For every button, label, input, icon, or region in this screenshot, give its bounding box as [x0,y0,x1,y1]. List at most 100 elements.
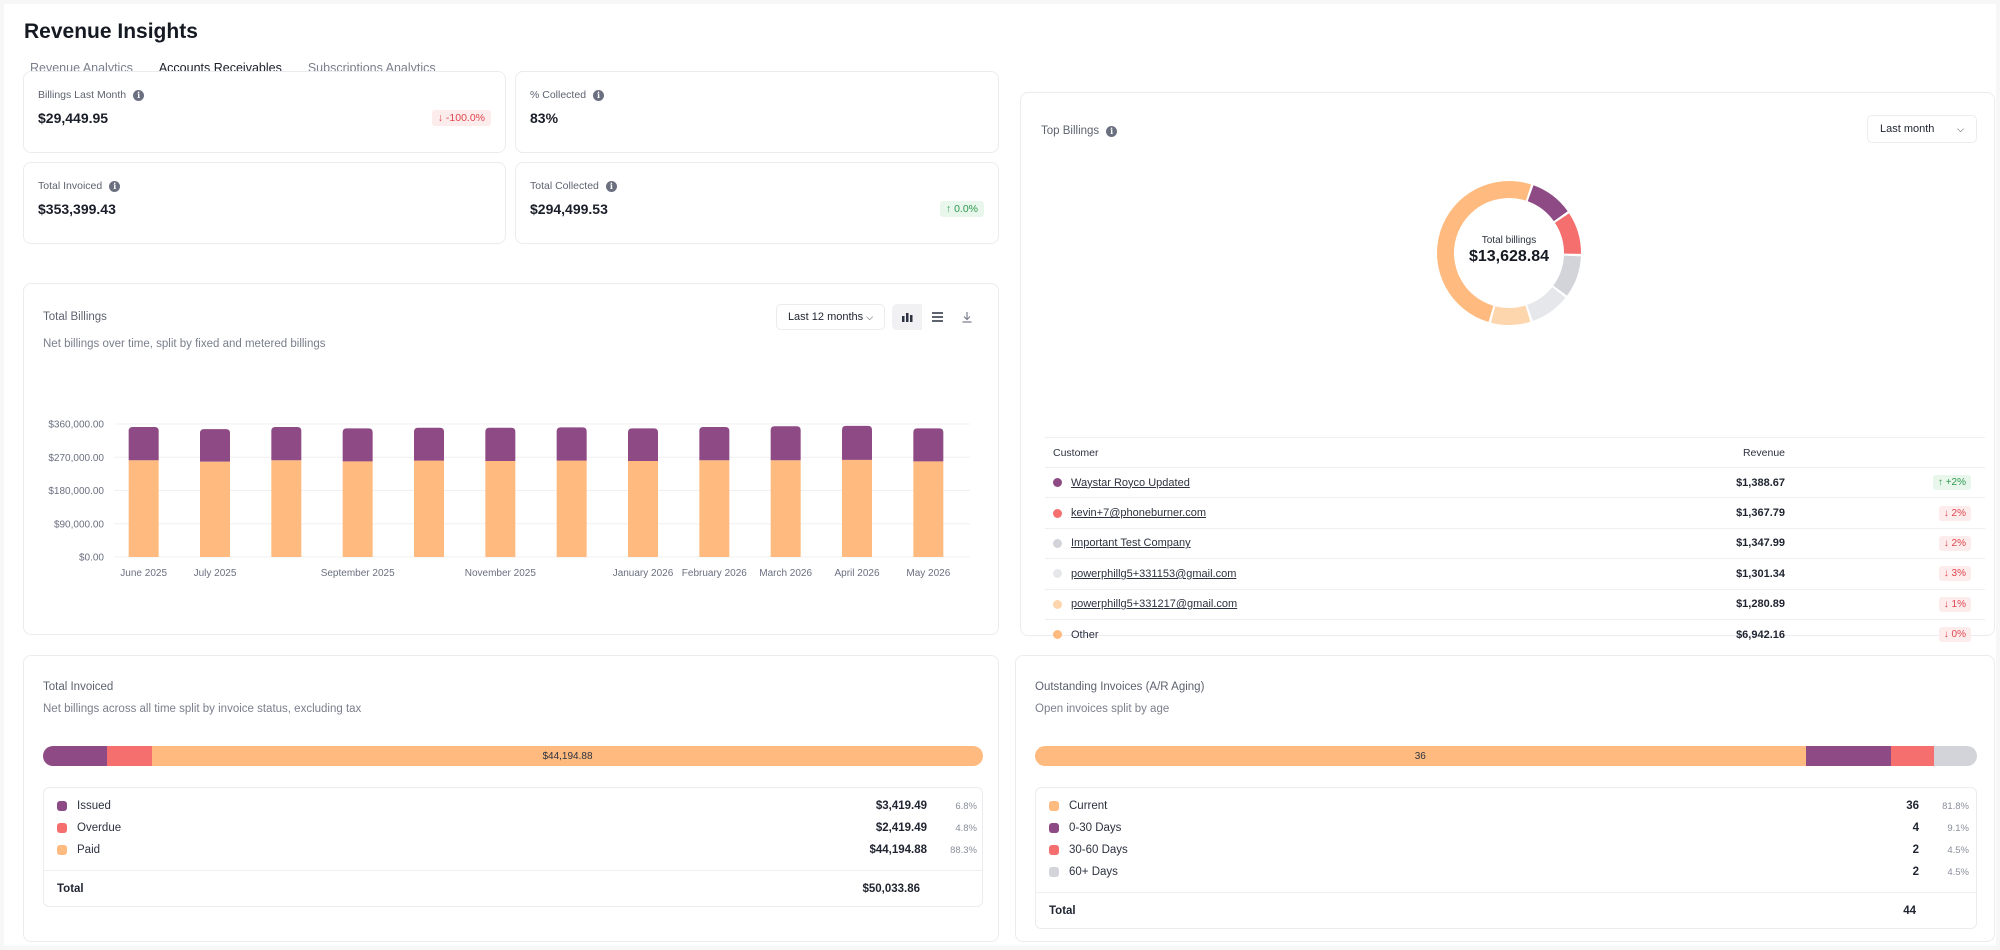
kpi-value: $294,499.53 [530,201,608,217]
bar-segment[interactable] [1933,746,1977,766]
total-billings-card: Total Billings Net billings over time, s… [23,283,999,635]
info-icon[interactable]: i [593,89,605,101]
bar-stack[interactable] [556,427,587,557]
bar-segment [414,460,444,557]
bar-segment [271,426,302,461]
bar-stack[interactable] [628,428,658,557]
change-cell: ↓ 1% [1785,596,1985,612]
revenue-cell: $6,942.16 [1736,628,1785,641]
bar-stack[interactable] [200,429,230,557]
donut-slice[interactable] [1490,305,1531,325]
bar-stack[interactable] [485,427,516,557]
bar-segment[interactable]: $44,194.88 [152,746,983,766]
table-row: kevin+7@phoneburner.com $1,367.79 ↓ 2% [1045,497,1985,527]
aging-legend: Current 36 81.8% 0-30 Days 4 9.1% 30-60 Days 2 4… [1035,787,1977,929]
legend-pct: 81.8% [1942,800,1969,812]
total-label: Total [57,882,84,895]
legend-value: $3,419.49 [875,800,927,812]
top-billings-card: Top Billings i Last month ⌵ Total billings… [1020,92,1995,643]
bar-segment[interactable] [1891,746,1934,766]
legend-name: Paid [77,844,101,856]
change-value: 2% [1951,537,1966,549]
revenue-cell: $1,280.89 [1736,598,1785,611]
donut-slice[interactable] [1527,287,1566,321]
bar-segment [128,426,159,461]
bar-segment[interactable] [1805,746,1892,766]
period-dropdown[interactable]: Last month ⌵ [1867,115,1977,143]
table-header: Customer Revenue [1045,437,1985,467]
info-icon[interactable]: i [1106,125,1118,137]
card-title: Top Billings [1041,125,1100,137]
bar-chart-icon[interactable] [892,304,922,330]
change-badge: ↑ 0.0% [939,201,984,217]
donut-slice[interactable] [1437,181,1532,323]
table-row: Waystar Royco Updated $1,388.67 ↑ +2% [1045,467,1985,497]
bar-stack[interactable] [414,427,444,557]
y-tick-label: $0.00 [79,553,104,564]
bar-stack[interactable] [128,426,159,557]
table-view-icon[interactable] [922,304,952,330]
donut-slice[interactable] [1553,255,1581,296]
bar-stack[interactable] [770,426,801,557]
customer-cell: Other [1045,629,1605,641]
legend-swatch [1049,845,1059,855]
legend-row: 30-60 Days 2 4.5% [1049,839,1969,861]
bar-stack[interactable] [913,428,944,557]
legend-pct: 4.8% [955,822,977,834]
legend-pct: 88.3% [950,844,977,856]
table-row: Important Test Company $1,347.99 ↓ 2% [1045,527,1985,558]
change-badge: ↑ +2% [1932,475,1971,491]
legend-pct: 9.1% [1947,822,1969,834]
legend-value: 36 [1906,800,1919,812]
bar-stack[interactable] [271,426,302,557]
total-label: Total [1049,904,1076,917]
change-value: 0% [1951,629,1966,641]
donut-slice[interactable] [1554,213,1581,254]
kpi-value: $29,449.95 [38,110,109,126]
total-row: Total $50,033.86 [44,870,982,906]
change-cell: ↓ 2% [1785,535,1985,551]
info-icon[interactable]: i [133,89,145,101]
customer-link[interactable]: powerphillg5+331153@gmail.com [1071,567,1237,580]
kpi-card-billings-last-month: Billings Last Month i $29,449.95 ↓ -100.0… [23,71,506,153]
bar-stack[interactable] [699,426,730,557]
page: Revenue Insights Revenue Analytics Accou… [4,4,1996,946]
customer-link[interactable]: powerphillg5+331217@gmail.com [1071,598,1238,611]
legend-pct: 6.8% [955,800,977,812]
arrow-down-icon: ↓ [1943,537,1949,549]
kpi-label: Billings Last Month [38,89,127,101]
legend-value: 4 [1912,822,1919,834]
bar-segment [200,429,230,462]
legend-name: 60+ Days [1069,866,1118,878]
customer-link[interactable]: Important Test Company [1071,537,1191,550]
kpi-label: Total Collected [530,180,599,192]
donut-value: $13,628.84 [1468,248,1550,265]
donut-slice[interactable] [1527,185,1568,222]
legend-row: Current 36 81.8% [1049,795,1969,817]
info-icon[interactable]: i [605,180,617,192]
outstanding-invoices-card: Outstanding Invoices (A/R Aging) Open in… [1015,655,1995,942]
change-badge: ↓ 3% [1938,566,1971,582]
bar-segment[interactable]: 36 [1035,746,1806,766]
range-dropdown[interactable]: Last 12 months ⌵ [776,304,885,330]
card-title: Outstanding Invoices (A/R Aging) [1035,681,1205,693]
download-icon[interactable] [952,304,982,330]
aging-bar: 36 [1035,746,1977,766]
bar-segment [200,461,230,557]
table-body: Waystar Royco Updated $1,388.67 ↑ +2% kevin… [1045,467,1985,649]
view-toggle [892,304,982,330]
legend-dot [1053,538,1062,548]
legend-row: 60+ Days 2 4.5% [1049,861,1969,883]
revenue-cell: $1,367.79 [1736,507,1785,520]
bar-stack[interactable] [342,428,373,557]
customer-link[interactable]: kevin+7@phoneburner.com [1071,507,1207,520]
info-icon[interactable]: i [109,180,121,192]
customer-link[interactable]: Waystar Royco Updated [1071,476,1190,489]
x-tick-label: February 2026 [682,568,747,579]
bar-segment[interactable] [106,746,153,766]
billings-bar-chart: $0.00 $90,000.00 $180,000.00 $270,000.00 $36… [48,420,970,579]
legend-name: Overdue [77,822,122,834]
bar-segment[interactable] [43,746,107,766]
bar-stack[interactable] [842,425,872,557]
legend-swatch [57,823,67,833]
